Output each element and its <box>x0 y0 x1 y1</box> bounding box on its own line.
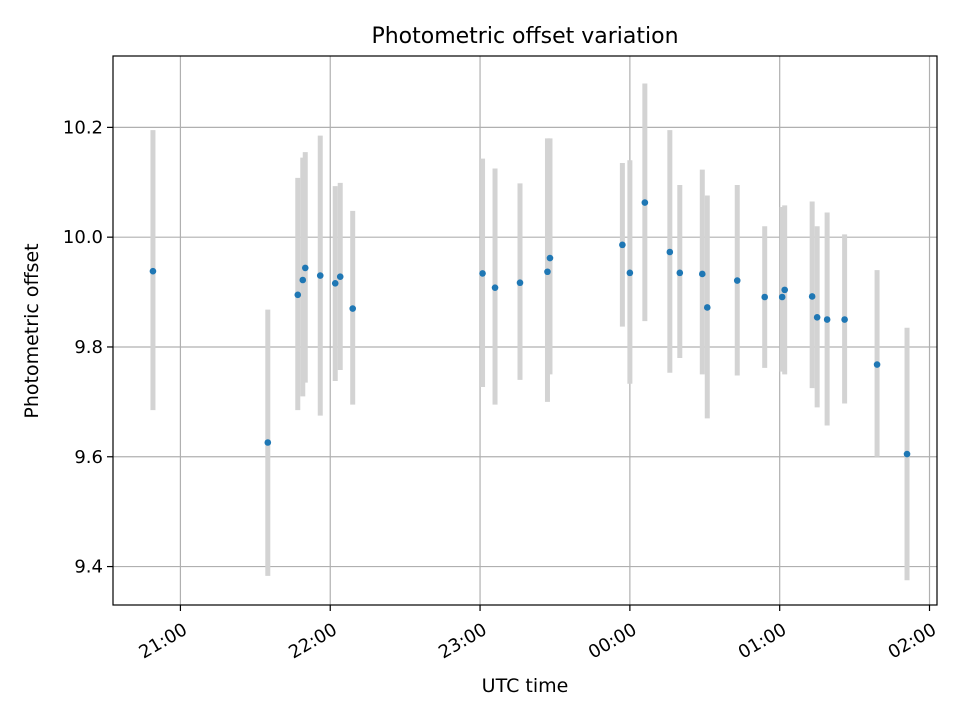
x-axis-label: UTC time <box>482 675 569 697</box>
data-point <box>349 305 357 312</box>
data-point <box>666 248 674 256</box>
data-point <box>703 304 711 311</box>
data-point <box>733 277 741 284</box>
data-point <box>301 264 309 272</box>
data-point <box>516 279 524 287</box>
y-axis-label: Photometric offset <box>21 243 43 418</box>
data-point <box>294 291 302 299</box>
data-point <box>626 269 634 277</box>
data-point <box>546 254 554 262</box>
data-point <box>479 270 486 277</box>
data-point <box>264 439 272 446</box>
data-point <box>299 276 307 284</box>
data-point <box>331 279 339 287</box>
data-point <box>316 272 324 279</box>
data-point <box>544 268 551 276</box>
data-point <box>781 286 788 294</box>
y-tick-label: 9.6 <box>74 447 103 468</box>
y-axis-ticks: 9.4 9.6 9.8 10.0 10.2 <box>63 117 113 578</box>
data-point <box>808 293 816 300</box>
data-point <box>841 316 848 323</box>
y-tick-label: 9.8 <box>74 337 103 358</box>
data-point <box>778 293 786 301</box>
data-point <box>873 361 881 368</box>
data-point <box>336 273 344 280</box>
y-tick-label: 10.2 <box>63 117 103 138</box>
data-points <box>149 199 911 458</box>
plot-frame <box>112 55 938 606</box>
data-point <box>823 316 831 323</box>
y-tick-label: 10.0 <box>63 227 103 248</box>
y-tick-label: 9.4 <box>74 557 103 578</box>
data-point <box>813 314 821 321</box>
data-point <box>676 269 684 277</box>
data-point <box>698 270 706 278</box>
data-point <box>149 267 157 275</box>
data-point <box>491 284 499 291</box>
data-point <box>903 450 911 458</box>
data-point <box>641 199 649 206</box>
data-point <box>619 241 626 249</box>
data-point <box>761 293 769 301</box>
chart-title: Photometric offset variation <box>371 24 678 49</box>
